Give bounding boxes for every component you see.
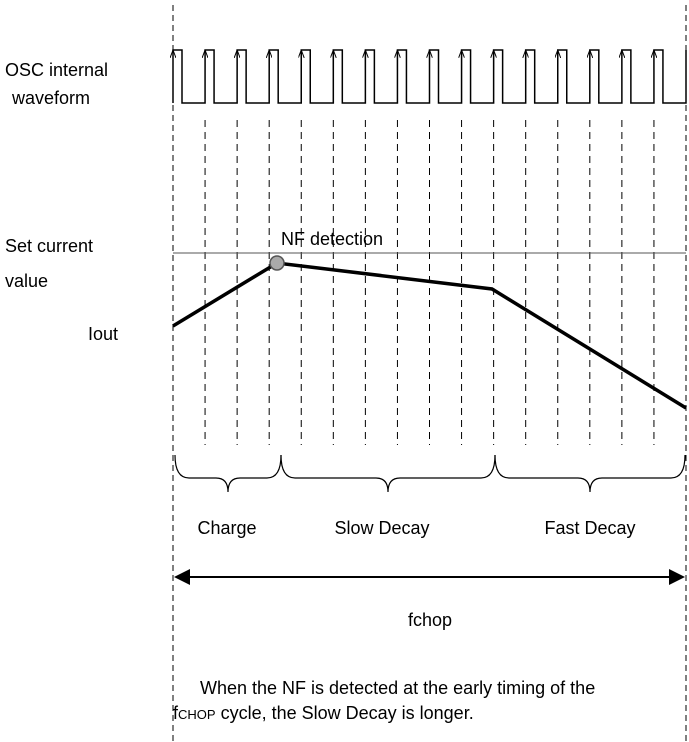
caption-part: cycle, the Slow Decay is longer. bbox=[216, 703, 474, 723]
nf-point bbox=[269, 255, 285, 271]
phase-label: Slow Decay bbox=[334, 518, 429, 538]
brace bbox=[494, 454, 686, 493]
osc-label: OSC internal bbox=[5, 60, 108, 80]
osc-label: waveform bbox=[11, 88, 90, 108]
phase-braces bbox=[174, 454, 686, 493]
brace bbox=[174, 454, 282, 493]
iout-line bbox=[172, 261, 687, 410]
phase-label: Fast Decay bbox=[544, 518, 635, 538]
caption: When the NF is detected at the early tim… bbox=[200, 678, 595, 698]
brace bbox=[280, 454, 496, 493]
period-label: fchop bbox=[408, 610, 452, 630]
nf-label: NF detection bbox=[281, 229, 383, 249]
timing-lines bbox=[204, 120, 655, 445]
phase-label: Charge bbox=[197, 518, 256, 538]
iout-label: Iout bbox=[88, 324, 118, 344]
caption-part: f bbox=[173, 703, 179, 723]
set-label: Set current bbox=[5, 236, 93, 256]
caption: fCHOP cycle, the Slow Decay is longer. bbox=[173, 703, 474, 723]
edge-arrows bbox=[173, 51, 654, 70]
osc-waveform bbox=[172, 49, 687, 104]
set-label: value bbox=[5, 271, 48, 291]
caption-part: CHOP bbox=[178, 707, 216, 722]
